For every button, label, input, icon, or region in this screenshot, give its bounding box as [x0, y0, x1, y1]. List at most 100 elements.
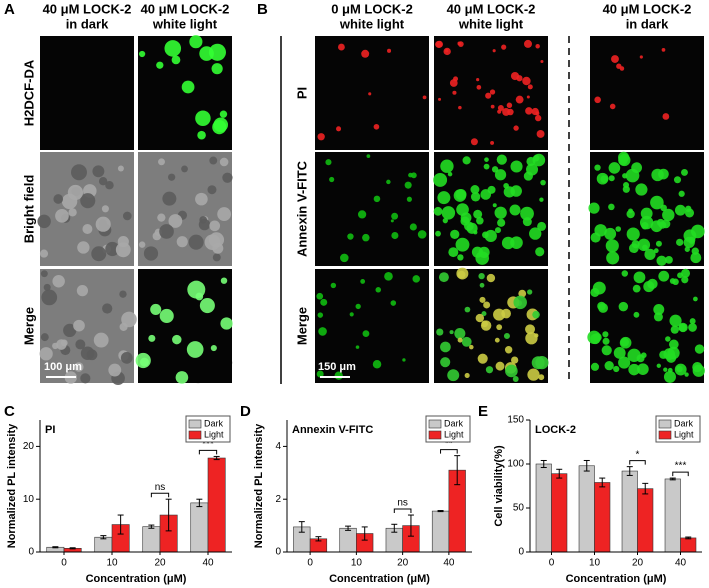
cell	[452, 90, 457, 95]
bar	[594, 482, 611, 553]
cell	[464, 306, 471, 313]
cell	[40, 270, 48, 278]
cell	[653, 312, 663, 322]
cell	[605, 239, 619, 253]
cell	[119, 290, 127, 298]
cell	[317, 312, 324, 318]
cell	[527, 368, 540, 381]
cell	[526, 95, 530, 99]
cell	[120, 352, 133, 364]
cell	[39, 249, 49, 258]
cell	[462, 156, 471, 165]
cell	[458, 41, 464, 47]
cell	[522, 76, 531, 86]
column-header: white light	[152, 16, 218, 31]
cell	[55, 208, 69, 223]
bar	[551, 473, 568, 553]
cell	[492, 203, 497, 208]
cell	[684, 246, 690, 252]
cell	[384, 272, 393, 281]
bar	[207, 457, 226, 553]
cell	[368, 92, 372, 96]
cell	[318, 327, 327, 336]
bar	[142, 526, 161, 553]
cell	[80, 193, 96, 209]
error-bar	[213, 455, 220, 461]
cell	[510, 236, 523, 249]
cell	[511, 356, 519, 364]
cell	[618, 301, 629, 312]
x-tick-label: 0	[307, 558, 313, 569]
significance-label: ns	[155, 482, 166, 493]
cell	[445, 48, 449, 53]
cell	[626, 227, 640, 241]
bar	[190, 502, 209, 553]
cell	[506, 102, 513, 108]
cell	[604, 227, 617, 240]
cell	[694, 344, 705, 354]
cell	[688, 236, 696, 244]
cell	[526, 163, 539, 176]
cell	[473, 209, 483, 219]
cell	[627, 348, 641, 363]
cell	[681, 276, 689, 284]
cell	[391, 212, 399, 220]
bar	[621, 470, 638, 553]
cell	[460, 212, 472, 224]
cell	[372, 359, 382, 369]
y-tick-label: 150	[507, 415, 524, 426]
column-header: white light	[339, 16, 405, 31]
cell	[483, 163, 490, 170]
cell	[602, 337, 610, 345]
chart-title: LOCK-2	[535, 424, 576, 436]
cell	[101, 205, 109, 213]
cell	[674, 204, 686, 216]
legend-swatch	[188, 430, 202, 440]
cell	[53, 194, 64, 204]
cell	[688, 323, 697, 332]
cell	[438, 272, 449, 283]
legend-swatch	[658, 419, 672, 429]
cell	[357, 210, 367, 219]
cell	[447, 171, 453, 177]
cell	[637, 238, 651, 252]
cell	[347, 233, 354, 240]
cell	[73, 319, 85, 332]
x-tick-label: 40	[443, 558, 455, 569]
cell	[121, 311, 137, 328]
cell	[650, 195, 664, 210]
error-bar	[345, 525, 352, 531]
significance-bracket	[393, 508, 412, 514]
cell	[497, 218, 506, 227]
cell	[608, 203, 615, 211]
cell	[527, 84, 533, 90]
cell	[518, 289, 527, 298]
cell	[487, 185, 496, 194]
cell	[156, 61, 164, 69]
row-label: PI	[294, 87, 309, 99]
cell	[457, 270, 466, 279]
cell	[676, 238, 684, 246]
cell	[336, 126, 342, 132]
cell	[527, 289, 533, 295]
cell	[219, 157, 229, 167]
cell	[693, 296, 698, 302]
error-bar	[148, 524, 155, 529]
cell	[435, 230, 441, 237]
cell	[597, 301, 606, 311]
cell	[608, 175, 615, 182]
cell	[461, 336, 472, 347]
cell	[658, 168, 669, 180]
column-header: in dark	[626, 16, 669, 31]
cell	[539, 197, 544, 202]
cell	[476, 217, 484, 225]
cell	[440, 357, 451, 368]
cell	[520, 206, 534, 221]
bar	[680, 537, 697, 553]
cell	[458, 105, 462, 110]
error-bar	[407, 514, 414, 537]
cell	[513, 295, 527, 310]
cell	[656, 255, 667, 266]
error-bar	[69, 547, 76, 550]
cell	[422, 95, 427, 100]
